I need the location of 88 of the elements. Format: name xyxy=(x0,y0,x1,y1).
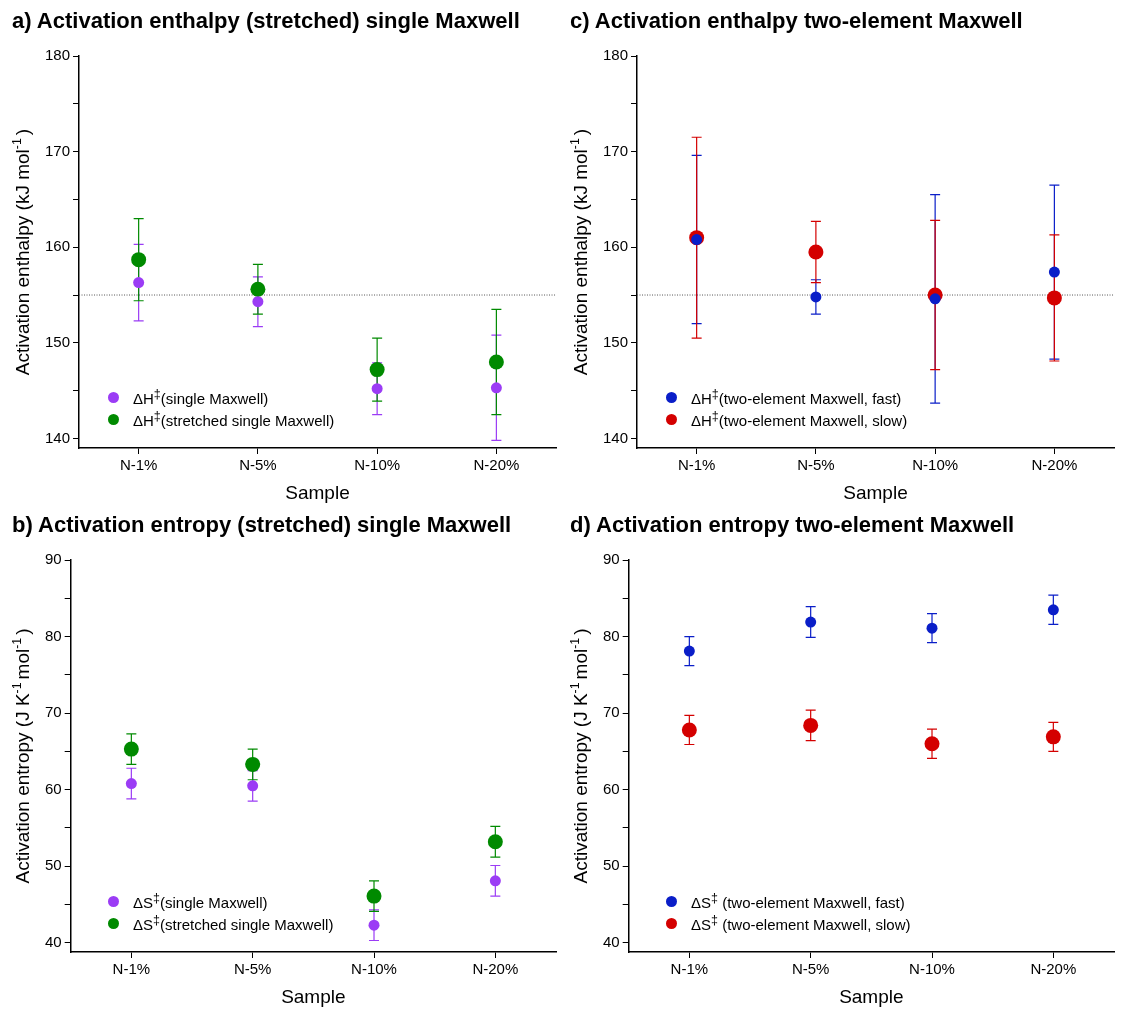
x-tick-label: N-5% xyxy=(797,456,835,474)
point xyxy=(1048,266,1060,278)
point xyxy=(487,834,503,850)
point xyxy=(371,383,383,395)
point xyxy=(489,875,501,887)
point xyxy=(125,778,137,790)
point xyxy=(490,382,502,394)
legend-label: ΔS$^{‡}$(single Maxwell) xyxy=(133,891,268,911)
x-tick-label: N-5% xyxy=(233,960,272,978)
y-tick-label: 70 xyxy=(45,703,62,721)
x-tick-label: N-1% xyxy=(670,960,709,978)
point xyxy=(805,616,817,628)
x-axis-title: Sample xyxy=(843,482,908,504)
x-tick-label: N-5% xyxy=(791,960,830,978)
y-tick-label: 90 xyxy=(603,550,620,568)
point xyxy=(250,281,266,297)
legend-label: ΔH$^{‡}$(two-element Maxwell, fast) xyxy=(691,387,902,407)
point xyxy=(1045,729,1061,745)
point xyxy=(810,291,822,303)
x-axis-title: Sample xyxy=(839,986,904,1008)
y-tick-label: 80 xyxy=(603,626,620,644)
point xyxy=(369,362,385,378)
x-tick-label: N-1% xyxy=(677,456,716,474)
chart-title: c) Activation enthalpy two-element Maxwell xyxy=(569,8,1024,35)
point xyxy=(924,736,940,752)
y-tick-label: 140 xyxy=(603,428,629,446)
y-tick-label: 50 xyxy=(603,856,620,874)
y-tick-label: 70 xyxy=(603,703,620,721)
point xyxy=(681,722,697,738)
chart-title: a) Activation enthalpy (stretched) single Maxwell xyxy=(11,8,521,35)
x-tick-label: N-1% xyxy=(112,960,151,978)
y-axis-title: Activation enthalpy (kJ mol-1) xyxy=(567,128,592,376)
legend-label: ΔH$^{‡}$(two-element Maxwell, slow) xyxy=(691,409,908,429)
legend-label: ΔH$^{‡}$(stretched single Maxwell) xyxy=(133,409,335,429)
y-tick-label: 160 xyxy=(45,237,71,255)
x-tick-label: N-20% xyxy=(1031,456,1078,474)
y-axis-title: Activation entropy (J K-1mol-1) xyxy=(9,628,34,884)
point xyxy=(366,888,382,904)
point xyxy=(252,296,264,308)
point xyxy=(245,756,261,772)
point xyxy=(926,622,938,634)
y-tick-label: 140 xyxy=(45,428,71,446)
point xyxy=(808,244,824,260)
x-tick-label: N-20% xyxy=(473,456,520,474)
y-tick-label: 40 xyxy=(45,932,62,950)
x-axis-title: Sample xyxy=(285,482,350,504)
y-tick-label: 40 xyxy=(603,932,620,950)
point xyxy=(929,293,941,305)
x-tick-label: N-5% xyxy=(239,456,277,474)
legend-label: ΔS$^{‡}$ (two-element Maxwell, fast) xyxy=(691,891,905,911)
chart-title: d) Activation entropy two-element Maxwell xyxy=(569,512,1016,539)
y-axis-title: Activation enthalpy (kJ mol-1) xyxy=(9,128,34,376)
y-axis-title: Activation entropy (J K-1mol-1) xyxy=(567,628,592,884)
y-tick-label: 180 xyxy=(45,46,71,64)
point xyxy=(488,354,504,370)
x-tick-label: N-20% xyxy=(472,960,519,978)
point xyxy=(131,252,147,268)
y-tick-label: 90 xyxy=(45,550,62,568)
point xyxy=(803,717,819,733)
x-axis-title: Sample xyxy=(281,986,346,1008)
y-tick-label: 60 xyxy=(603,779,620,797)
x-tick-label: N-20% xyxy=(1030,960,1077,978)
point xyxy=(368,919,380,931)
x-tick-label: N-10% xyxy=(912,456,959,474)
x-tick-label: N-10% xyxy=(351,960,397,978)
y-tick-label: 60 xyxy=(45,779,62,797)
y-tick-label: 180 xyxy=(603,46,629,64)
y-tick-label: 160 xyxy=(603,237,629,255)
x-tick-label: N-10% xyxy=(354,456,401,474)
point xyxy=(1046,290,1062,306)
x-tick-label: N-10% xyxy=(909,960,955,978)
legend-label: ΔS$^{‡}$(stretched single Maxwell) xyxy=(133,913,334,933)
point xyxy=(123,741,139,757)
y-tick-label: 150 xyxy=(603,332,629,350)
x-tick-label: N-1% xyxy=(119,456,158,474)
legend-label: ΔH$^{‡}$(single Maxwell) xyxy=(133,387,269,407)
point xyxy=(683,645,695,657)
y-tick-label: 80 xyxy=(45,626,62,644)
y-tick-label: 150 xyxy=(45,332,71,350)
point xyxy=(691,234,703,246)
point xyxy=(133,277,145,289)
legend-label: ΔS$^{‡}$ (two-element Maxwell, slow) xyxy=(691,913,911,933)
y-tick-label: 170 xyxy=(45,141,71,159)
y-tick-label: 170 xyxy=(603,141,629,159)
point xyxy=(247,780,259,792)
y-tick-label: 50 xyxy=(45,856,62,874)
point xyxy=(1047,604,1059,616)
chart-title: b) Activation entropy (stretched) single Maxwell xyxy=(11,512,513,539)
